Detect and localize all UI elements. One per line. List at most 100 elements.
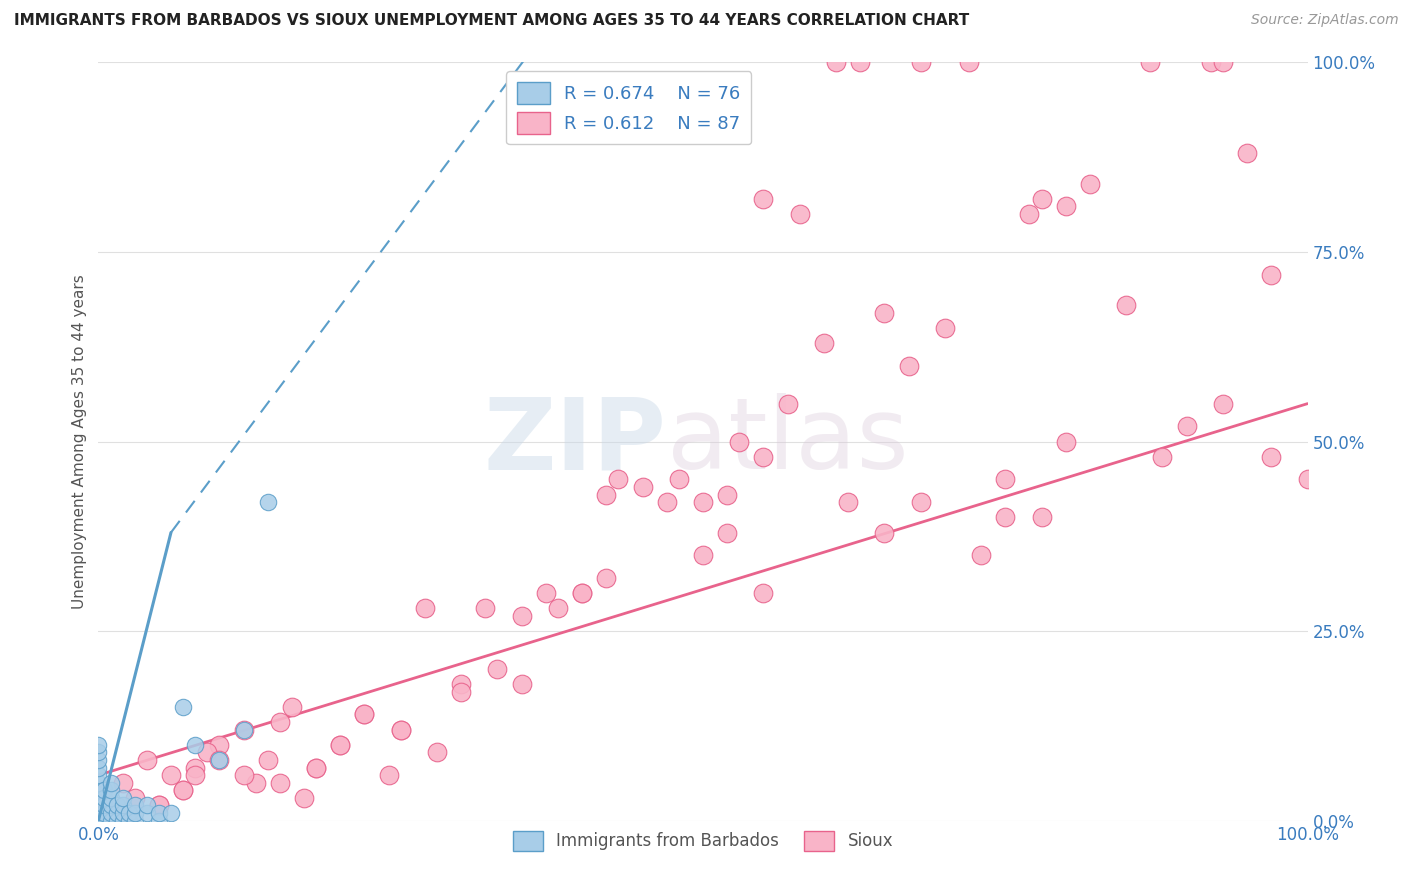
Point [160,806,183,821]
Point [100,814,122,828]
Point [148,814,170,828]
Point [87,787,110,801]
Point [87,814,110,828]
Point [897,359,920,373]
Point [1296,473,1319,487]
Point [232,723,254,737]
Point [813,335,835,350]
Point [87,791,110,805]
Point [111,791,134,805]
Point [269,776,291,790]
Point [184,768,207,782]
Point [208,738,231,752]
Point [426,746,449,760]
Point [87,746,110,760]
Point [87,768,110,782]
Point [135,753,157,767]
Point [607,473,630,487]
Point [100,783,122,797]
Point [305,760,328,774]
Point [1031,510,1053,524]
Point [111,776,134,790]
Point [595,571,617,585]
Text: ZIP: ZIP [484,393,666,490]
Point [389,723,412,737]
Point [87,806,110,821]
Point [1078,177,1101,191]
Point [256,753,278,767]
Point [353,707,375,722]
Point [105,814,128,828]
Point [148,798,170,813]
Point [849,55,872,70]
Point [716,487,738,501]
Point [389,723,412,737]
Point [172,783,194,797]
Point [534,586,557,600]
Point [208,753,231,767]
Point [571,586,593,600]
Point [1054,434,1077,449]
Point [825,55,848,70]
Point [135,806,157,821]
Point [93,791,115,805]
Point [631,480,654,494]
Point [1260,450,1282,464]
Point [1212,396,1234,410]
Point [105,806,128,821]
Point [692,548,714,563]
Point [184,760,207,774]
Point [195,746,218,760]
Point [655,495,678,509]
Point [1018,207,1040,221]
Point [124,791,146,805]
Point [789,207,811,221]
Point [934,320,956,334]
Point [208,753,231,767]
Point [692,495,714,509]
Point [124,814,146,828]
Point [1115,298,1137,312]
Point [776,396,799,410]
Point [100,776,122,790]
Point [93,814,115,828]
Point [124,798,146,813]
Point [232,768,254,782]
Point [305,760,328,774]
Point [329,738,352,752]
Point [124,806,146,821]
Point [281,699,304,714]
Point [87,760,110,774]
Point [329,738,352,752]
Point [118,814,141,828]
Point [184,738,207,752]
Point [111,798,134,813]
Point [668,473,690,487]
Point [172,783,194,797]
Point [172,699,194,714]
Point [87,738,110,752]
Point [547,601,569,615]
Point [111,806,134,821]
Point [873,305,896,319]
Point [160,768,183,782]
Point [1152,450,1174,464]
Point [474,601,496,615]
Point [377,768,399,782]
Point [1212,55,1234,70]
Point [292,791,315,805]
Legend: Immigrants from Barbados, Sioux: Immigrants from Barbados, Sioux [506,824,900,858]
Point [87,753,110,767]
Point [910,55,932,70]
Point [148,798,170,813]
Point [752,192,775,206]
Point [1260,268,1282,282]
Point [87,795,110,809]
Point [994,510,1017,524]
Point [1236,146,1258,161]
Point [450,685,472,699]
Point [93,783,115,797]
Point [256,495,278,509]
Point [105,798,128,813]
Point [910,495,932,509]
